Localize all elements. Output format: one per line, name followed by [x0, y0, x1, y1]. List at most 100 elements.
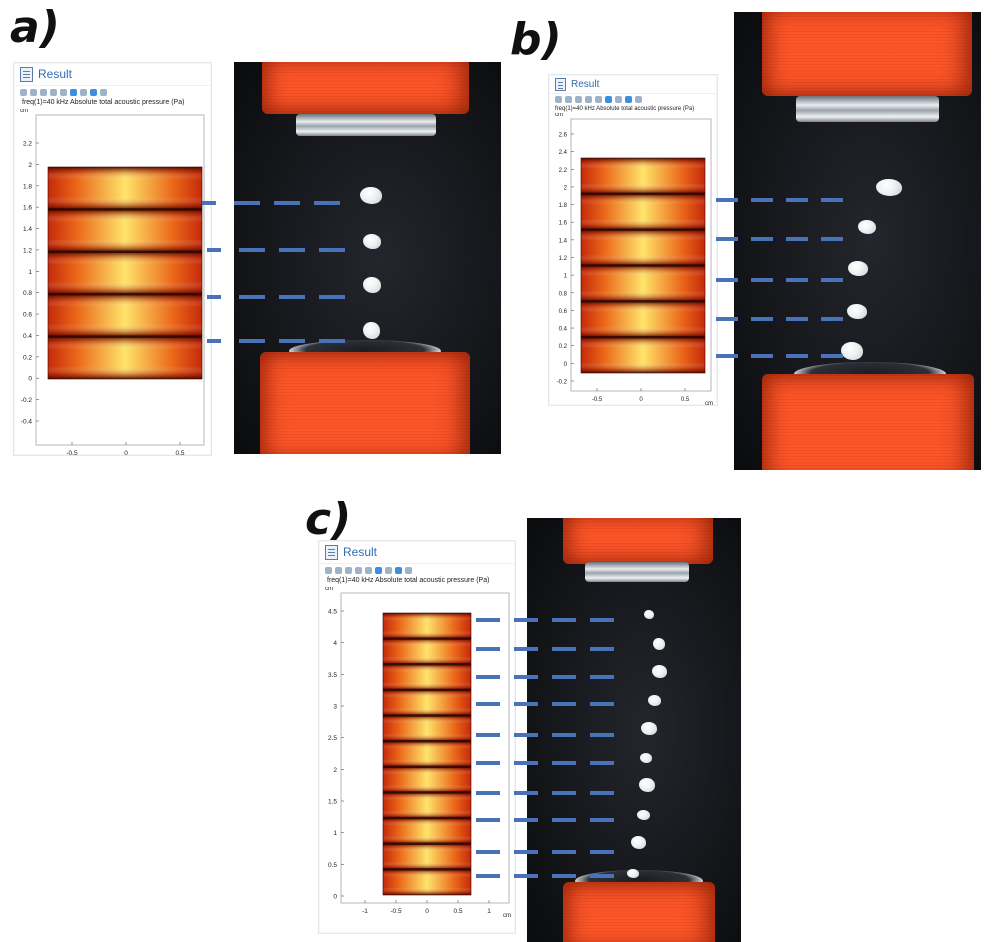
y-tick-label: 1.2	[559, 256, 568, 262]
zoom-out-icon[interactable]	[565, 95, 572, 103]
zoom-in-icon[interactable]	[555, 95, 562, 103]
x-tick-label: -0.5	[66, 450, 78, 455]
axis-icon[interactable]	[365, 566, 372, 574]
layout-icon[interactable]	[70, 88, 77, 96]
zoom-box-icon[interactable]	[575, 95, 582, 103]
layout-icon[interactable]	[605, 95, 612, 103]
plot-toolbar	[549, 94, 717, 104]
y-tick-label: 0.4	[559, 327, 568, 333]
zoom-box-icon[interactable]	[345, 566, 352, 574]
levitated-bead	[360, 187, 382, 204]
bottom-transducer-housing	[563, 882, 715, 942]
levitated-bead	[652, 665, 667, 678]
levitated-bead	[639, 778, 655, 792]
node-link-line	[476, 647, 636, 651]
x-unit-label: cm	[705, 401, 713, 405]
y-tick-label: 2.5	[328, 735, 337, 742]
x-unit-label: cm	[503, 913, 511, 919]
panel-a-label: a)	[10, 2, 60, 53]
panel-icon[interactable]	[385, 566, 392, 574]
panel-icon[interactable]	[80, 88, 87, 96]
pressure-node-line	[48, 250, 202, 253]
panel-icon[interactable]	[615, 95, 622, 103]
node-link-line	[476, 618, 636, 622]
y-tick-label: 0	[333, 894, 337, 901]
zoom-box-icon[interactable]	[40, 88, 47, 96]
camera-icon[interactable]	[625, 95, 632, 103]
pressure-antinode-band	[383, 792, 471, 819]
levitated-bead	[363, 277, 381, 293]
pressure-antinode-band	[48, 209, 202, 252]
y-tick-label: -0.2	[21, 397, 33, 404]
y-tick-label: 1	[333, 830, 337, 837]
pressure-node-line	[48, 293, 202, 296]
zoom-out-icon[interactable]	[335, 566, 342, 574]
node-link-line	[476, 850, 636, 854]
layout-icon[interactable]	[375, 566, 382, 574]
pressure-node-line	[383, 816, 471, 820]
zoom-in-icon[interactable]	[325, 566, 332, 574]
print-icon[interactable]	[405, 566, 412, 574]
camera-icon[interactable]	[395, 566, 402, 574]
print-icon[interactable]	[100, 88, 107, 96]
y-tick-label: 0.6	[23, 312, 32, 319]
grid-icon[interactable]	[50, 88, 57, 96]
simulation-window-b: Result freq(1)=40 kHz Absolute total aco…	[548, 74, 718, 406]
pressure-antinode-band	[383, 843, 471, 870]
levitated-bead	[847, 304, 867, 319]
node-link-line	[716, 237, 856, 241]
x-tick-label: -0.5	[390, 908, 402, 915]
pressure-antinode-band	[383, 638, 471, 665]
result-icon	[325, 544, 338, 560]
pressure-antinode-band	[383, 613, 471, 639]
grid-icon[interactable]	[585, 95, 592, 103]
y-tick-label: 1.2	[23, 247, 32, 254]
y-tick-label: 1.8	[23, 183, 32, 190]
axis-icon[interactable]	[595, 95, 602, 103]
pressure-antinode-band	[581, 265, 705, 302]
result-title: Result	[38, 67, 73, 81]
axes-frame	[35, 114, 205, 446]
pressure-antinode-band	[383, 818, 471, 844]
pressure-node-line	[383, 765, 471, 769]
y-tick-label: -0.4	[21, 419, 33, 426]
y-tick-label: 0.2	[23, 354, 32, 361]
pressure-antinode-band	[383, 741, 471, 767]
result-title: Result	[343, 545, 378, 559]
plot-title: freq(1)=40 kHz Absolute total acoustic p…	[22, 99, 185, 106]
levitated-bead	[644, 610, 654, 619]
pressure-plot-a: cmcm2.221.81.61.41.210.80.60.40.20-0.2-0…	[20, 109, 205, 455]
x-tick-label: 0.5	[453, 908, 462, 915]
pressure-node-line	[383, 714, 471, 717]
pressure-node-line	[383, 663, 471, 666]
pressure-antinode-band	[48, 294, 202, 337]
pressure-antinode-band	[581, 337, 705, 373]
print-icon[interactable]	[635, 95, 642, 103]
axis-icon[interactable]	[60, 88, 67, 96]
y-unit-label: cm	[325, 587, 333, 592]
top-transducer-housing	[563, 518, 713, 564]
y-tick-label: 2.4	[559, 150, 568, 156]
zoom-out-icon[interactable]	[30, 88, 37, 96]
grid-icon[interactable]	[355, 566, 362, 574]
levitation-photo-a	[234, 62, 501, 454]
camera-icon[interactable]	[90, 88, 97, 96]
levitated-bead	[876, 179, 902, 196]
pressure-node-line	[383, 637, 471, 640]
zoom-in-icon[interactable]	[20, 88, 27, 96]
pressure-antinode-band	[383, 689, 471, 716]
pressure-node-line	[383, 739, 471, 743]
pressure-antinode-band	[581, 193, 705, 230]
pressure-node-line	[581, 300, 705, 303]
top-transducer	[796, 96, 939, 122]
bottom-transducer-housing	[762, 374, 974, 470]
y-tick-label: 1	[28, 269, 32, 276]
y-tick-label: 0.8	[559, 291, 568, 297]
node-link-line	[202, 201, 352, 205]
pressure-node-line	[383, 688, 471, 692]
levitated-bead	[363, 234, 381, 249]
node-link-line	[476, 818, 636, 822]
result-icon	[20, 66, 33, 82]
simulation-window-a: Result freq(1)=40 kHz Absolute total aco…	[13, 62, 212, 456]
x-tick-label: 0	[639, 397, 643, 403]
